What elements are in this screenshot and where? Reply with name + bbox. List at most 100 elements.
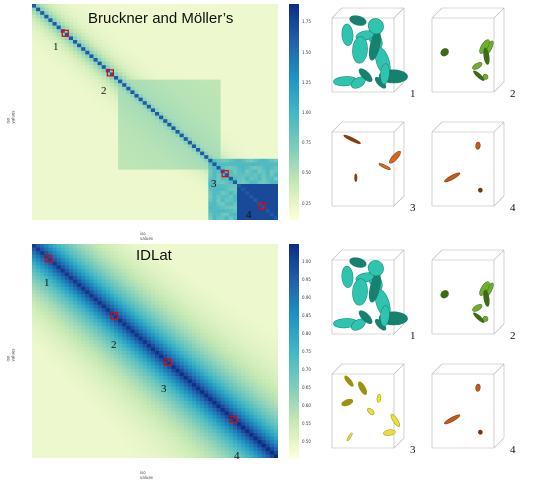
- isosurface-blob: [358, 310, 373, 325]
- cube-bottom-1: [322, 246, 410, 346]
- isosurface-blob: [341, 23, 354, 46]
- marker-label-2-top: 2: [101, 85, 107, 97]
- isosurface-blob: [380, 305, 390, 327]
- isosurface-blob: [390, 413, 401, 427]
- isosurface-blob: [367, 260, 384, 277]
- isosurface-blob: [479, 39, 490, 54]
- colorbar-tick: 1.75: [302, 19, 311, 25]
- cube-bottom-2-label: 2: [510, 330, 516, 342]
- highlight-box-3: [221, 170, 229, 178]
- isosurface-blob: [341, 398, 354, 407]
- isosurface-blob: [346, 432, 353, 441]
- colorbar-tick: 0.25: [302, 200, 311, 206]
- isosurface-blob: [380, 63, 390, 85]
- isosurface-blob: [344, 375, 354, 387]
- colorbar-tick: 0.50: [302, 170, 311, 176]
- isosurface-blob: [440, 290, 449, 299]
- colorbar-tick: 0.50: [302, 438, 311, 444]
- cube-top-3: [322, 118, 410, 218]
- isosurface-blob: [376, 393, 382, 403]
- isosurface-blob: [367, 18, 384, 35]
- isosurface-blob: [352, 36, 368, 64]
- colorbar-top: [289, 4, 299, 220]
- isosurface-blob: [478, 187, 483, 193]
- cube-top-2-label: 2: [510, 88, 516, 100]
- colorbar-tick: 0.65: [302, 384, 311, 390]
- isosurface-blob: [479, 281, 490, 296]
- isosurface-blob: [478, 429, 483, 435]
- isosurface-blob: [483, 47, 490, 65]
- colorbar-tick: 0.95: [302, 277, 311, 283]
- colorbar-tick: 1.50: [302, 49, 311, 55]
- colorbar-tick: 0.60: [302, 402, 311, 408]
- isosurface-blob: [483, 289, 490, 307]
- cube-top-4: [422, 118, 510, 218]
- heatmap-title-bottom: IDLat: [136, 247, 172, 264]
- isosurface-blob: [358, 68, 373, 83]
- colorbar-tick: 0.75: [302, 140, 311, 146]
- highlight-box-3: [164, 358, 172, 366]
- isosurface-blob: [473, 70, 485, 81]
- cube-bottom-2: [422, 246, 510, 346]
- isosurface-blob: [482, 73, 489, 80]
- colorbar-tick: 0.85: [302, 313, 311, 319]
- isosurface-blob: [475, 141, 481, 150]
- isosurface-blob: [383, 429, 396, 436]
- cube-top-4-label: 4: [510, 202, 516, 214]
- x-axis-label-bottom: iso values: [140, 470, 154, 480]
- marker-label-2-bottom: 2: [111, 339, 117, 351]
- isosurface-blob: [473, 312, 485, 323]
- marker-label-3-bottom: 3: [161, 383, 167, 395]
- highlight-box-4: [258, 202, 266, 210]
- marker-label-4-bottom: 4: [234, 450, 240, 462]
- isosurface-blob: [349, 257, 367, 268]
- marker-label-1-bottom: 1: [44, 277, 50, 289]
- isosurface-blob: [389, 150, 401, 164]
- cube-top-2: [422, 4, 510, 104]
- isosurface-blob: [444, 172, 461, 183]
- y-axis-label-bottom: iso values: [5, 348, 16, 362]
- highlight-box-4: [229, 415, 237, 423]
- highlight-box-2: [110, 312, 119, 320]
- isosurface-blob: [472, 62, 483, 70]
- cube-bottom-4: [422, 360, 510, 460]
- isosurface-blob: [482, 315, 489, 322]
- colorbar-tick: 0.80: [302, 331, 311, 337]
- colorbar-tick: 0.55: [302, 420, 311, 426]
- isosurface-blob: [378, 163, 391, 170]
- highlight-box-2: [106, 69, 115, 77]
- isosurface-blob: [341, 265, 354, 288]
- highlight-box-1: [45, 255, 53, 263]
- isosurface-blob: [357, 381, 368, 395]
- colorbar-tick: 0.75: [302, 349, 311, 354]
- heatmap-title-top: Bruckner and Möller’s: [88, 10, 234, 27]
- isosurface-blob: [472, 304, 483, 312]
- colorbar-tick: 1.00: [302, 110, 311, 115]
- colorbar-tick: 1.25: [302, 79, 311, 85]
- colorbar-tick: 0.90: [302, 295, 311, 301]
- colorbar-tick: 1.00: [302, 259, 311, 265]
- similarity-heatmap-top: [32, 4, 278, 220]
- cube-bottom-1-label: 1: [410, 330, 416, 342]
- isosurface-blob: [349, 15, 367, 26]
- marker-label-3-top: 3: [211, 178, 217, 190]
- x-axis-label-top: iso values: [140, 231, 154, 241]
- highlight-box-1: [61, 29, 69, 37]
- isosurface-blob: [475, 383, 481, 392]
- isosurface-blob: [367, 407, 375, 416]
- cube-bottom-3: [322, 360, 410, 460]
- y-axis-label-top: iso values: [5, 110, 16, 124]
- isosurface-blob: [343, 134, 361, 145]
- isosurface-blob: [354, 173, 358, 183]
- colorbar-bottom: [289, 244, 299, 458]
- cube-bottom-4-label: 4: [510, 444, 516, 456]
- isosurface-blob: [440, 48, 449, 57]
- colorbar-tick: 0.70: [302, 366, 311, 372]
- cube-top-3-label: 3: [410, 202, 416, 214]
- isosurface-blob: [444, 414, 461, 425]
- marker-label-1-top: 1: [53, 41, 59, 53]
- similarity-heatmap-bottom: [32, 244, 278, 458]
- cube-top-1: [322, 4, 410, 104]
- isosurface-blob: [352, 278, 368, 306]
- cube-top-1-label: 1: [410, 88, 416, 100]
